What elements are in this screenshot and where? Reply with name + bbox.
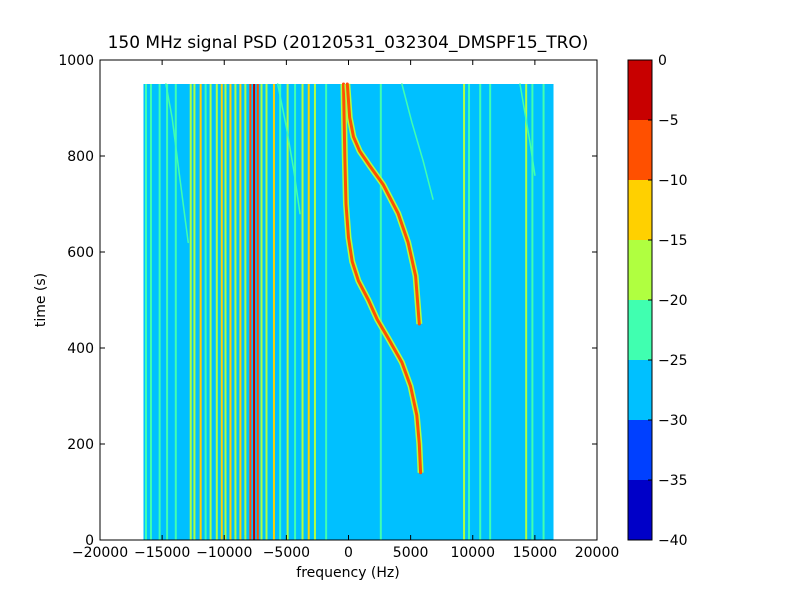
y-tick-label: 800 xyxy=(67,149,94,165)
y-tick-label: 1000 xyxy=(58,53,94,69)
x-tick-label: −5000 xyxy=(263,545,310,561)
colorbar-tick-label: −30 xyxy=(658,413,688,429)
faint-drift-right xyxy=(401,83,434,200)
heatmap xyxy=(143,82,554,540)
x-tick-label: 10000 xyxy=(450,545,495,561)
x-axis-label: frequency (Hz) xyxy=(296,565,399,581)
colorbar-segment xyxy=(628,360,652,420)
y-tick-label: 200 xyxy=(67,437,94,453)
x-tick-label: −20000 xyxy=(72,545,128,561)
x-tick-label: 20000 xyxy=(575,545,620,561)
y-tick-label: 600 xyxy=(67,245,94,261)
colorbar-tick-label: −10 xyxy=(658,173,688,189)
colorbar-segment xyxy=(628,300,652,360)
heatmap-background xyxy=(143,84,554,540)
colorbar-tick-label: −25 xyxy=(658,353,688,369)
colorbar-segment xyxy=(628,420,652,480)
faint-drift-mid xyxy=(276,83,301,215)
colorbar-segment xyxy=(628,120,652,180)
colorbar-tick-label: −40 xyxy=(658,533,688,549)
x-tick-label: −10000 xyxy=(196,545,252,561)
satellite-pass-2 xyxy=(345,82,421,326)
colorbar-segment xyxy=(628,480,652,540)
colorbar-tick-label: −5 xyxy=(658,113,679,129)
colorbar-tick-label: 0 xyxy=(658,53,667,69)
x-tick-label: 15000 xyxy=(513,545,558,561)
faint-drift-left xyxy=(165,83,189,244)
colorbar-tick-label: −15 xyxy=(658,233,688,249)
y-tick-label: 0 xyxy=(85,533,94,549)
colorbar: −40 −35 −30 −25 −20 −15 −10 −5 0 xyxy=(627,53,688,549)
y-axis: 0 200 400 600 800 1000 xyxy=(58,53,597,549)
colorbar-tick-label: −20 xyxy=(658,293,688,309)
y-tick-label: 400 xyxy=(67,341,94,357)
y-axis-label: time (s) xyxy=(33,273,49,327)
satellite-pass-1 xyxy=(342,82,423,475)
x-tick-label: −15000 xyxy=(134,545,190,561)
faint-drift-far-right xyxy=(519,83,536,176)
x-axis: −20000 −15000 −10000 −5000 0 5000 10000 15000 20… xyxy=(72,60,619,561)
colorbar-tick-label: −35 xyxy=(658,473,688,489)
chart-title: 150 MHz signal PSD (20120531_032304_DMSP… xyxy=(108,33,589,53)
colorbar-segment xyxy=(628,240,652,300)
colorbar-segment xyxy=(628,60,652,120)
colorbar-segment xyxy=(628,180,652,240)
x-tick-label: 5000 xyxy=(393,545,429,561)
x-tick-label: 0 xyxy=(344,545,353,561)
